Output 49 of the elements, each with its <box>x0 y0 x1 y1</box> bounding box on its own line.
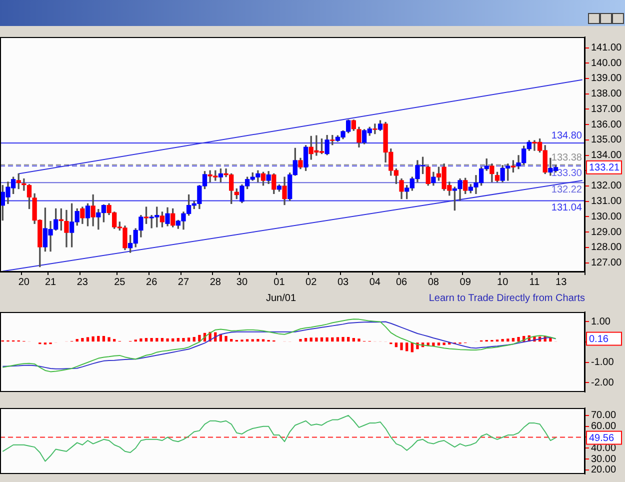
y-tick-label: 1.00 <box>591 316 611 328</box>
ref-line-label: 133.38 <box>551 152 582 164</box>
x-tick-label: 02 <box>306 276 318 288</box>
x-tick-label: 09 <box>460 276 472 288</box>
x-tick-label: 04 <box>369 276 381 288</box>
text: 0.16 <box>589 334 609 346</box>
text: Jun/01 <box>266 292 296 304</box>
x-tick-label: 20 <box>18 276 30 288</box>
y-tick-label: -2.00 <box>591 377 614 388</box>
y-tick-label: 131.00 <box>591 196 622 208</box>
x-tick-label: 03 <box>337 276 350 288</box>
y-tick-label: 129.00 <box>591 226 622 238</box>
x-tick-label: 13 <box>556 276 568 288</box>
ref-line-label: 132.22 <box>551 184 582 196</box>
x-tick-label: 27 <box>178 276 190 288</box>
x-tick-label: 01 <box>274 276 286 288</box>
y-tick-label: 134.00 <box>591 150 622 162</box>
x-tick-label: 23 <box>76 276 88 288</box>
y-tick-label: 136.00 <box>591 119 622 130</box>
text: 133.21 <box>589 162 620 174</box>
y-tick-label: 127.00 <box>591 258 622 269</box>
y-tick-label: 30.00 <box>591 454 616 465</box>
x-tick-label: 21 <box>44 276 57 288</box>
x-tick-label: 08 <box>428 276 440 288</box>
x-tick-label: 11 <box>529 276 540 288</box>
ref-line-label: 131.04 <box>551 202 582 214</box>
x-tick-label: 30 <box>236 276 248 288</box>
y-tick-label: 20.00 <box>591 464 616 476</box>
y-tick-label: 70.00 <box>591 410 616 422</box>
ref-line-label: 133.30 <box>551 168 582 179</box>
x-tick-label: 10 <box>497 276 509 288</box>
text: 49.56 <box>589 432 614 444</box>
text: Learn to Trade Directly from Charts <box>428 292 585 304</box>
y-tick-label: 130.00 <box>591 211 622 222</box>
x-tick-label: 25 <box>114 276 126 288</box>
y-tick-label: 140.00 <box>591 58 622 69</box>
x-tick-label: 26 <box>146 276 158 288</box>
y-tick-label: 132.00 <box>591 180 622 192</box>
y-tick-label: -1.00 <box>591 357 614 368</box>
y-tick-label: 60.00 <box>591 421 616 432</box>
y-tick-label: 139.00 <box>591 73 622 84</box>
y-tick-label: 128.00 <box>591 242 622 254</box>
x-tick-label: 28 <box>210 276 222 288</box>
y-tick-label: 135.00 <box>591 134 622 146</box>
y-tick-label: 137.00 <box>591 104 622 115</box>
x-tick-label: 06 <box>396 276 408 288</box>
ref-line-label: 134.80 <box>551 130 582 142</box>
y-tick-label: 138.00 <box>591 88 622 100</box>
y-tick-label: 141.00 <box>591 42 622 54</box>
